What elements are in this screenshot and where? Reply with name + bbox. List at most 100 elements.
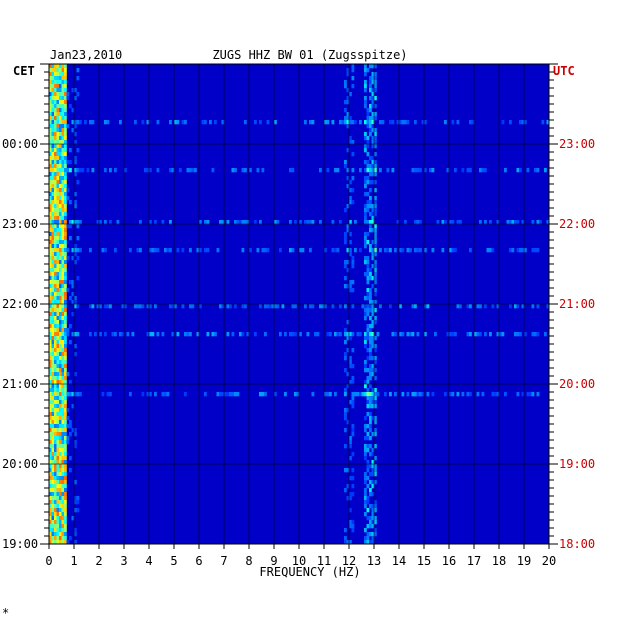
spectrogram-cell <box>59 332 62 337</box>
spectrogram-cell <box>51 536 55 541</box>
spectrogram-cell <box>56 304 60 309</box>
spectrogram-cell <box>416 168 420 173</box>
spectrogram-cell <box>61 212 65 217</box>
spectrogram-cell <box>294 304 297 309</box>
spectrogram-cell <box>56 512 60 517</box>
x-tick-label: 9 <box>270 554 277 568</box>
spectrogram-cell <box>141 120 145 125</box>
spectrogram-cell <box>326 120 330 125</box>
spectrogram-cell <box>364 64 367 69</box>
spectrogram-cell <box>56 368 60 373</box>
spectrogram-cell <box>64 260 67 265</box>
spectrogram-cell <box>59 248 62 253</box>
spectrogram-cell <box>291 168 295 173</box>
spectrogram-cell <box>54 268 57 273</box>
spectrogram-cell <box>59 328 62 333</box>
spectrogram-cell <box>49 420 52 425</box>
spectrogram-cell <box>64 416 67 421</box>
spectrogram-cell <box>369 524 372 529</box>
spectrogram-cell <box>374 428 377 433</box>
spectrogram-cell <box>51 228 55 233</box>
spectrogram-cell <box>56 300 60 305</box>
spectrogram-cell <box>49 328 52 333</box>
spectrogram-cell <box>344 164 347 169</box>
spectrogram-cell <box>61 268 65 273</box>
spectrogram-cell <box>51 144 55 149</box>
spectrogram-cell <box>456 120 460 125</box>
spectrogram-cell <box>61 292 65 297</box>
spectrogram-cell <box>339 332 342 337</box>
spectrogram-cell <box>114 332 117 337</box>
spectrogram-cell <box>371 252 375 257</box>
spectrogram-cell <box>169 248 172 253</box>
spectrogram-cell <box>54 164 57 169</box>
spectrogram-cell <box>414 248 417 253</box>
spectrogram-cell <box>59 392 62 397</box>
spectrogram-cell <box>54 436 57 441</box>
spectrogram-cell <box>531 332 535 337</box>
spectrogram-cell <box>56 448 60 453</box>
spectrogram-cell <box>169 304 172 309</box>
spectrogram-cell <box>136 248 140 253</box>
spectrogram-cell <box>49 448 52 453</box>
spectrogram-cell <box>64 116 67 121</box>
spectrogram-cell <box>49 276 52 281</box>
spectrogram-cell <box>64 440 67 445</box>
spectrogram-cell <box>296 392 300 397</box>
spectrogram-cell <box>369 304 372 309</box>
spectrogram-cell <box>506 220 510 225</box>
spectrogram-cell <box>364 236 367 241</box>
spectrogram-cell <box>346 540 350 545</box>
spectrogram-cell <box>56 104 60 109</box>
spectrogram-cell <box>49 304 52 309</box>
spectrogram-cell <box>189 332 192 337</box>
spectrogram-cell <box>59 140 62 145</box>
spectrogram-cell <box>351 152 355 157</box>
spectrogram-cell <box>56 372 60 377</box>
spectrogram-cell <box>64 384 67 389</box>
spectrogram-cell <box>369 316 372 321</box>
spectrogram-cell <box>271 304 275 309</box>
spectrogram-cell <box>61 76 65 81</box>
spectrogram-cell <box>59 84 62 89</box>
spectrogram-cell <box>64 68 67 73</box>
spectrogram-cell <box>61 476 65 481</box>
spectrogram-cell <box>344 536 347 541</box>
spectrogram-cell <box>109 168 112 173</box>
spectrogram-cell <box>371 464 375 469</box>
spectrogram-cell <box>106 392 110 397</box>
spectrogram-cell <box>236 392 240 397</box>
spectrogram-cell <box>349 284 352 289</box>
spectrogram-cell <box>56 84 60 89</box>
spectrogram-cell <box>536 304 540 309</box>
spectrogram-cell <box>344 392 347 397</box>
spectrogram-cell <box>64 364 67 369</box>
spectrogram-cell <box>54 80 57 85</box>
spectrogram-cell <box>56 72 60 77</box>
spectrogram-cell <box>419 168 422 173</box>
spectrogram-cell <box>371 480 375 485</box>
spectrogram-cell <box>364 104 367 109</box>
spectrogram-cell <box>71 404 75 409</box>
spectrogram-cell <box>76 508 80 513</box>
spectrogram-cell <box>259 220 262 225</box>
spectrogram-cell <box>71 516 75 521</box>
spectrogram-cell <box>171 304 175 309</box>
spectrogram-cell <box>61 500 65 505</box>
spectrogram-cell <box>64 324 67 329</box>
spectrogram-cell <box>51 436 55 441</box>
spectrogram-cell <box>329 392 332 397</box>
spectrogram-cell <box>54 448 57 453</box>
spectrogram-cell <box>49 320 52 325</box>
spectrogram-cell <box>314 332 317 337</box>
spectrogram-cell <box>59 508 62 513</box>
spectrogram-cell <box>49 524 52 529</box>
spectrogram-cell <box>49 492 52 497</box>
x-tick-label: 10 <box>292 554 306 568</box>
spectrogram-cell <box>61 80 65 85</box>
spectrogram-cell <box>56 480 60 485</box>
spectrogram-cell <box>366 160 370 165</box>
spectrogram-cell <box>369 164 372 169</box>
spectrogram-cell <box>346 248 350 253</box>
spectrogram-cell <box>66 196 70 201</box>
